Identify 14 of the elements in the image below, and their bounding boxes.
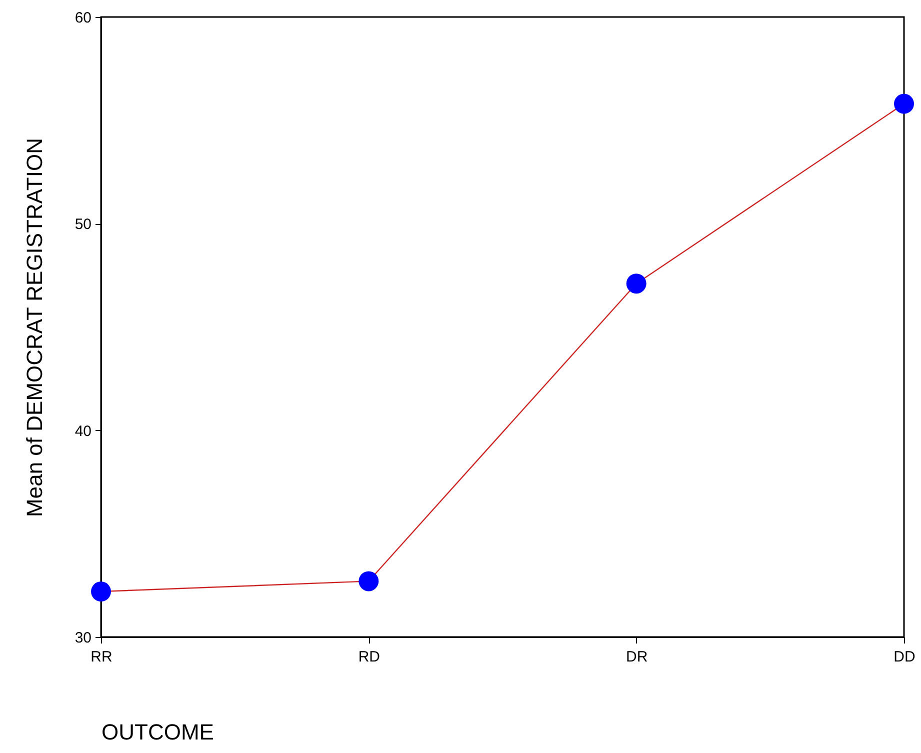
y-tick-label: 50 — [74, 216, 92, 234]
point — [358, 571, 379, 592]
x-tick-label: DD — [894, 648, 916, 666]
point — [894, 94, 914, 114]
y-tick-label: 40 — [74, 422, 92, 440]
x-axis-title: OUTCOME — [102, 720, 214, 744]
point — [626, 274, 646, 294]
point — [91, 582, 111, 602]
y-tick-label: 60 — [74, 10, 92, 26]
x-tick-label: RD — [358, 648, 380, 666]
y-axis-title: Mean of DEMOCRAT REGISTRATION — [22, 138, 47, 517]
y-tick-label: 30 — [74, 630, 92, 646]
x-tick-label: DR — [626, 648, 648, 666]
x-tick-label: RR — [90, 648, 112, 666]
